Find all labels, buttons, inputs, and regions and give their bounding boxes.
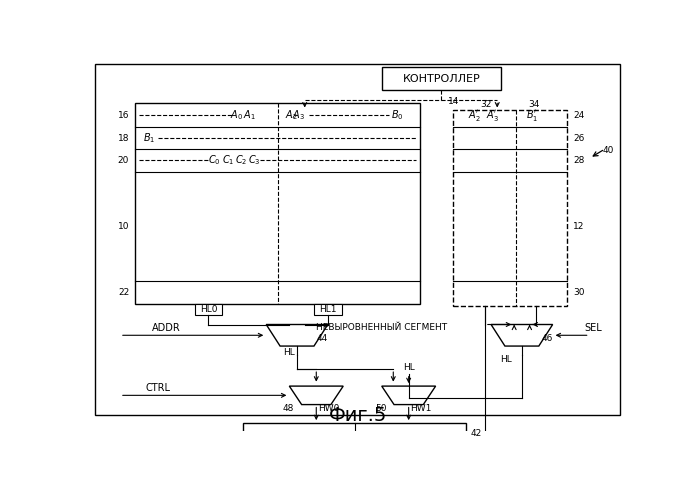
- Text: 14: 14: [448, 97, 459, 106]
- Bar: [136, 103, 420, 304]
- Text: HL: HL: [403, 363, 415, 372]
- Text: 44: 44: [316, 334, 328, 343]
- Bar: [243, 423, 466, 445]
- Text: 34: 34: [528, 100, 540, 109]
- Text: 28: 28: [573, 156, 585, 165]
- Polygon shape: [289, 386, 343, 405]
- Text: 30: 30: [573, 288, 585, 298]
- Text: SEL: SEL: [584, 322, 603, 333]
- Text: 48: 48: [282, 404, 294, 413]
- Text: КОНТРОЛЛЕР: КОНТРОЛЛЕР: [403, 74, 480, 84]
- Text: $C_3$: $C_3$: [247, 153, 260, 167]
- Text: $B_0$: $B_0$: [391, 108, 403, 122]
- Text: 18: 18: [117, 134, 129, 143]
- Bar: [314, 304, 342, 315]
- Text: $B_1$: $B_1$: [143, 131, 155, 145]
- Text: HL1: HL1: [319, 305, 337, 315]
- Text: 10: 10: [117, 222, 129, 231]
- Text: 16: 16: [117, 110, 129, 120]
- Text: HL: HL: [500, 355, 512, 364]
- Text: 20: 20: [118, 156, 129, 165]
- Text: 32: 32: [480, 100, 491, 109]
- Polygon shape: [491, 324, 553, 346]
- Text: ADDR: ADDR: [152, 322, 180, 333]
- Text: 12: 12: [573, 222, 585, 231]
- Text: HL0: HL0: [200, 305, 217, 315]
- Text: 24: 24: [573, 110, 584, 120]
- Bar: [194, 304, 222, 315]
- Bar: [382, 67, 501, 91]
- Text: $A_2'$: $A_2'$: [468, 107, 480, 122]
- Text: $A_1$: $A_1$: [243, 108, 256, 122]
- Text: $A_2$: $A_2$: [285, 108, 298, 122]
- Text: НЕВЫРОВНЕННЫЙ СЕГМЕНТ: НЕВЫРОВНЕННЫЙ СЕГМЕНТ: [316, 323, 447, 332]
- Text: HW0: HW0: [318, 404, 339, 413]
- Text: CTRL: CTRL: [146, 383, 171, 393]
- Text: 46: 46: [541, 334, 552, 343]
- Text: $A_3'$: $A_3'$: [486, 107, 499, 122]
- Polygon shape: [382, 386, 435, 405]
- Text: HL: HL: [282, 348, 294, 357]
- Text: $B_1'$: $B_1'$: [526, 107, 538, 122]
- Text: 22: 22: [118, 288, 129, 298]
- Polygon shape: [266, 324, 328, 346]
- Text: 40: 40: [603, 146, 614, 155]
- Text: HW1: HW1: [410, 404, 431, 413]
- Bar: [454, 110, 568, 306]
- Text: $A_0$: $A_0$: [231, 108, 243, 122]
- Text: 50: 50: [375, 404, 387, 413]
- Text: $C_2$: $C_2$: [235, 153, 247, 167]
- Text: 26: 26: [573, 134, 585, 143]
- Text: Фиг.5: Фиг.5: [329, 406, 387, 425]
- Text: $C_1$: $C_1$: [222, 153, 234, 167]
- Text: 42: 42: [471, 429, 482, 439]
- Text: $A_3$: $A_3$: [292, 108, 305, 122]
- Text: $C_0$: $C_0$: [208, 153, 221, 167]
